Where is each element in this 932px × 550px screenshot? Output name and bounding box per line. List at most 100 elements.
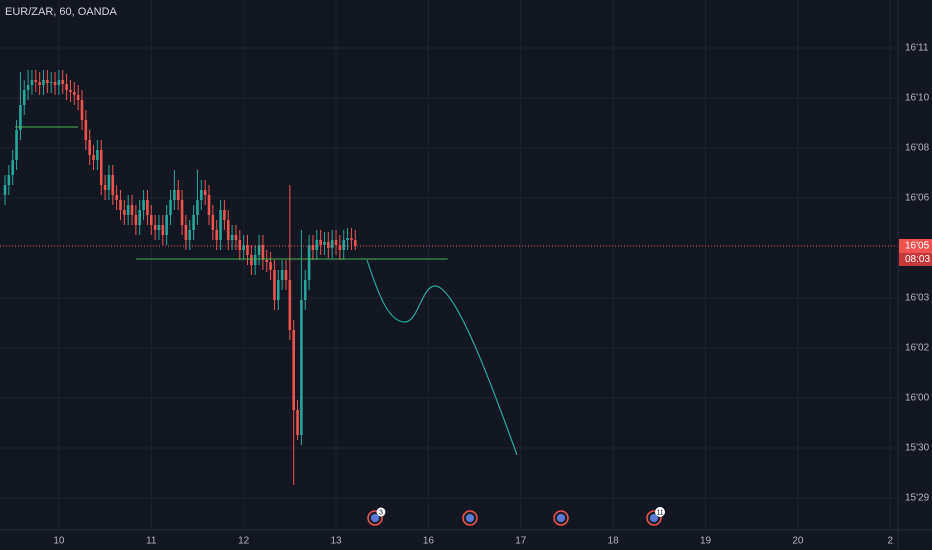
candle-body bbox=[176, 190, 180, 200]
candle-body bbox=[88, 140, 91, 155]
candle-body bbox=[38, 82, 41, 85]
event-count: 3 bbox=[379, 509, 383, 516]
y-tick-label: 16'08 bbox=[905, 143, 930, 154]
candle-body bbox=[99, 150, 103, 185]
candles bbox=[0, 70, 898, 485]
candle-body bbox=[30, 80, 34, 85]
candle-body bbox=[327, 242, 330, 248]
candle-body bbox=[3, 185, 7, 195]
y-tick-label: 16'03 bbox=[905, 293, 930, 304]
candle-body bbox=[103, 185, 107, 190]
candle-body bbox=[184, 225, 188, 240]
events: 3 11 bbox=[367, 507, 665, 526]
candle-body bbox=[211, 215, 215, 230]
y-tick-label: 15'30 bbox=[905, 443, 930, 454]
candle-body bbox=[173, 190, 176, 200]
candle-body bbox=[303, 280, 307, 300]
candle-body bbox=[242, 245, 245, 250]
candle-body bbox=[192, 215, 195, 230]
x-tick-label: 20 bbox=[792, 536, 804, 547]
candle-body bbox=[353, 240, 357, 246]
candle-body bbox=[138, 210, 142, 225]
candle-body bbox=[11, 160, 15, 175]
candle-body bbox=[246, 245, 249, 255]
y-tick-label: 16'00 bbox=[905, 393, 930, 404]
countdown-label: 08:03 bbox=[905, 254, 930, 265]
candle-body bbox=[53, 82, 57, 85]
candle-body bbox=[96, 150, 99, 160]
x-tick-label: 17 bbox=[515, 536, 527, 547]
candle-body bbox=[261, 245, 265, 260]
candle-body bbox=[238, 240, 242, 250]
candle-body bbox=[323, 242, 326, 245]
candle-body bbox=[288, 280, 292, 330]
candle-body bbox=[292, 330, 295, 410]
candle-body bbox=[65, 84, 68, 90]
candle-body bbox=[142, 200, 145, 210]
event-badge bbox=[376, 507, 386, 517]
candle-body bbox=[34, 80, 38, 82]
candle-body bbox=[219, 210, 222, 240]
y-tick-label: 15'29 bbox=[905, 493, 930, 504]
chart-title: EUR/ZAR, 60, OANDA bbox=[5, 6, 118, 18]
candle-body bbox=[115, 195, 118, 200]
event-flag bbox=[466, 514, 474, 522]
candle-body bbox=[7, 175, 11, 185]
candle-body bbox=[257, 245, 261, 255]
candle-body bbox=[80, 100, 84, 120]
last-price-badge bbox=[899, 239, 932, 253]
x-tick-label: 13 bbox=[330, 536, 342, 547]
candle-body bbox=[200, 190, 203, 200]
candle-body bbox=[273, 270, 276, 300]
candle-body bbox=[57, 80, 61, 85]
candle-body bbox=[72, 92, 76, 95]
candle-body bbox=[234, 235, 238, 240]
candle-body bbox=[319, 240, 322, 245]
candle-body bbox=[22, 90, 26, 105]
candle-body bbox=[330, 240, 334, 248]
candle-body bbox=[253, 255, 257, 265]
event-flag bbox=[371, 514, 379, 522]
candle-body bbox=[15, 130, 18, 160]
candle-body bbox=[69, 90, 72, 92]
candle-body bbox=[107, 175, 111, 190]
candle-body bbox=[46, 80, 49, 83]
x-tick-label: 16 bbox=[423, 536, 435, 547]
candle-body bbox=[123, 210, 126, 215]
candle-body bbox=[315, 240, 319, 250]
candle-body bbox=[111, 175, 115, 195]
candle-body bbox=[250, 255, 253, 265]
candle-body bbox=[350, 238, 353, 240]
candle-body bbox=[226, 220, 230, 240]
candle-body bbox=[300, 300, 303, 435]
grid bbox=[0, 0, 898, 530]
countdown-badge bbox=[899, 253, 932, 266]
candle-body bbox=[161, 225, 165, 235]
event-badge bbox=[655, 507, 665, 517]
candle-body bbox=[284, 270, 288, 280]
x-tick-label: 18 bbox=[608, 536, 620, 547]
candle-body bbox=[169, 200, 172, 215]
candle-body bbox=[149, 215, 153, 225]
candle-body bbox=[280, 270, 284, 280]
candle-body bbox=[61, 80, 65, 84]
event-flag bbox=[557, 514, 565, 522]
candle-body bbox=[207, 195, 211, 215]
candle-body bbox=[346, 238, 349, 240]
candle-body bbox=[215, 230, 219, 240]
candle-body bbox=[203, 190, 207, 195]
candle-body bbox=[269, 262, 272, 270]
candle-body bbox=[165, 215, 168, 235]
candle-body bbox=[307, 245, 311, 280]
x-tick-label: 12 bbox=[238, 536, 250, 547]
candle-body bbox=[157, 225, 161, 230]
candle-body bbox=[126, 205, 130, 215]
candle-body bbox=[92, 155, 95, 160]
candle-body bbox=[188, 230, 192, 240]
candle-body bbox=[180, 200, 184, 225]
y-tick-label: 16'02 bbox=[905, 343, 930, 354]
candle-body bbox=[134, 215, 138, 225]
y-tick-label: 16'11 bbox=[905, 43, 929, 54]
